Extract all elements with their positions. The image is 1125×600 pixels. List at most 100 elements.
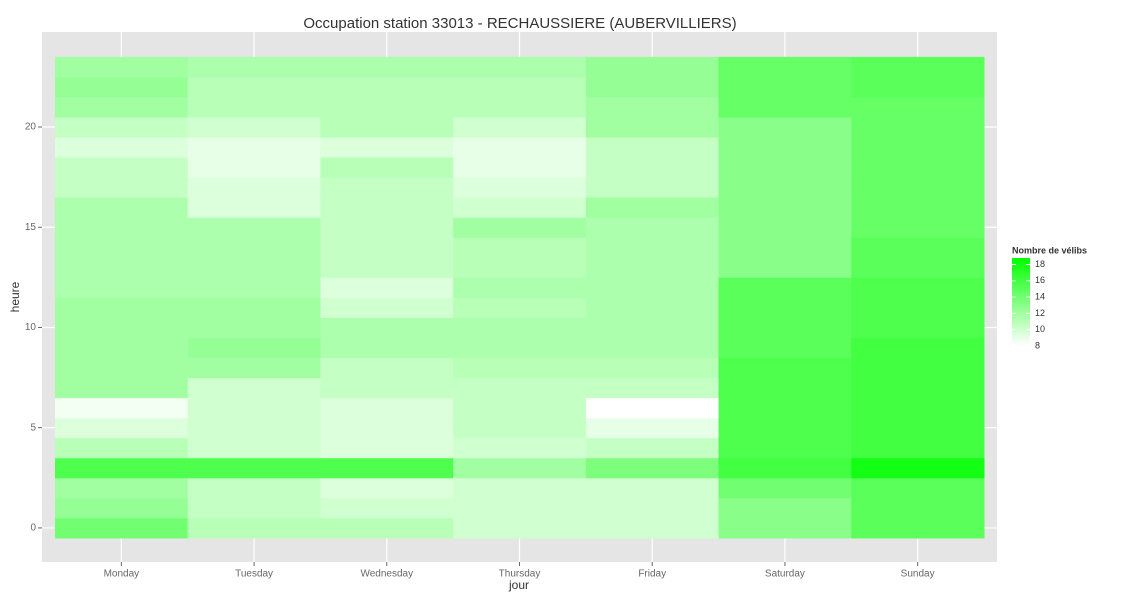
tile [718,517,852,539]
tile [585,477,720,499]
tile [55,96,189,118]
tile [55,357,189,379]
tile [187,437,321,459]
tile [851,417,985,439]
tile [453,377,587,399]
tile [453,437,587,459]
tile [320,56,454,78]
tile [718,417,852,439]
tile [718,177,852,198]
tile [320,497,454,519]
y-tick-label: 15 [25,222,37,233]
tile [585,297,720,318]
tile [851,337,985,359]
tile [320,96,454,118]
tile [851,177,985,198]
tile [187,417,321,439]
tile [320,377,454,399]
tile [453,417,587,439]
tile [585,177,720,198]
x-tick-label: Tuesday [235,569,273,580]
tile [453,237,587,258]
tile [453,477,587,499]
tile [851,197,985,218]
tile [55,76,189,98]
tile [453,517,587,539]
tile [55,497,189,519]
tile [851,357,985,379]
colorbar-label: 8 [1035,340,1040,350]
tile [851,317,985,338]
tile [585,76,720,98]
tile [55,417,189,439]
y-tick-label: 5 [30,422,36,433]
tile [55,517,189,539]
tile [55,277,189,298]
tile [453,257,587,278]
tile [718,457,852,479]
tile [851,137,985,158]
tile [320,297,454,318]
tile [187,157,321,178]
tile [187,56,321,78]
tile [851,96,985,118]
tile [851,56,985,78]
tile [718,76,852,98]
tile [585,417,720,439]
tile [453,217,587,238]
tile [187,337,321,359]
tile [718,357,852,379]
tile [585,457,720,479]
tile [453,337,587,359]
tile [55,56,189,78]
tile [585,277,720,298]
tile [718,297,852,318]
tile [851,76,985,98]
tile [585,257,720,278]
x-axis-title: jour [508,578,529,592]
tile [851,457,985,479]
tile [320,76,454,98]
tile [453,317,587,338]
tile [851,116,985,138]
tile [851,377,985,399]
tile [718,116,852,138]
tile [585,397,720,419]
tile [55,337,189,359]
x-tick-label: Saturday [765,569,805,580]
tile [585,517,720,539]
tile [320,177,454,198]
tile [851,517,985,539]
tile [453,137,587,158]
tile [585,237,720,258]
tile [55,257,189,278]
tile [851,397,985,419]
tile [55,457,189,479]
tile [187,517,321,539]
tile [55,197,189,218]
tile [187,477,321,499]
tile [187,357,321,379]
colorbar-label: 14 [1035,291,1045,301]
chart-title: Occupation station 33013 - RECHAUSSIERE … [303,15,736,32]
tile [187,377,321,399]
tile [718,337,852,359]
tile [718,56,852,78]
tile [320,217,454,238]
tile [320,457,454,479]
tile [55,116,189,138]
tile [453,76,587,98]
tile [320,357,454,379]
tile [585,377,720,399]
tile [453,177,587,198]
tile [320,116,454,138]
tile [320,277,454,298]
tile [718,377,852,399]
tile [851,217,985,238]
tile [320,237,454,258]
tile [453,197,587,218]
tile [187,397,321,419]
colorbar [1012,258,1030,346]
tile [453,497,587,519]
